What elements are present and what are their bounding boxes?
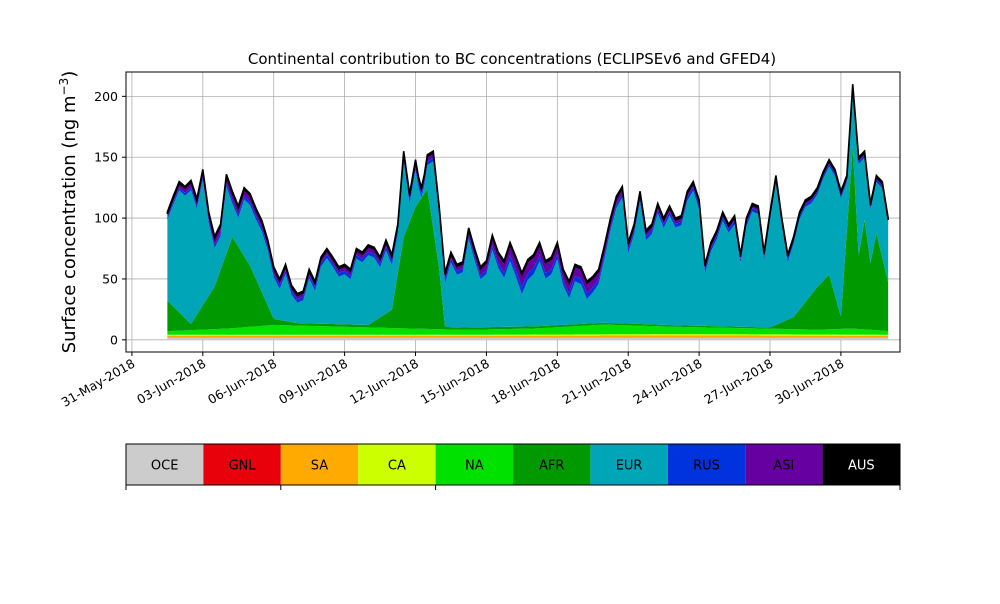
x-tick-label: 18-Jun-2018 [489, 356, 563, 407]
y-tick-label: 150 [94, 150, 118, 165]
y-tick-label: 200 [94, 89, 118, 104]
chart-title: Continental contribution to BC concentra… [248, 50, 776, 68]
x-tick-label: 06-Jun-2018 [205, 356, 279, 407]
stacked-areas [167, 84, 888, 340]
x-tick-label: 09-Jun-2018 [276, 356, 350, 407]
x-tick-label: 24-Jun-2018 [630, 356, 704, 407]
legend-label-rus: RUS [693, 459, 720, 474]
x-tick-label: 31-May-2018 [59, 356, 138, 410]
area-oce [167, 337, 888, 339]
y-tick-label: 50 [102, 271, 118, 286]
x-tick-label: 27-Jun-2018 [701, 356, 775, 407]
legend-label-aus: AUS [848, 459, 875, 474]
legend-label-gnl: GNL [229, 459, 257, 474]
legend-label-afr: AFR [539, 459, 564, 474]
legend-label-sa: SA [311, 459, 328, 474]
y-axis-label: Surface concentration (ng m−3) [57, 71, 80, 354]
legend-label-eur: EUR [616, 459, 643, 474]
y-tick-label: 100 [94, 211, 118, 226]
legend-label-asi: ASI [773, 459, 794, 474]
legend-label-oce: OCE [151, 459, 179, 474]
x-tick-label: 21-Jun-2018 [560, 356, 634, 407]
legend-label-na: NA [465, 459, 484, 474]
x-tick-label: 03-Jun-2018 [134, 356, 208, 407]
x-tick-label: 30-Jun-2018 [772, 356, 846, 407]
legend-label-ca: CA [388, 459, 406, 474]
legend-colorbar: OCE GNL SA CA NA AFR EUR RUS ASI AUS [126, 444, 900, 490]
x-tick-label: 12-Jun-2018 [347, 356, 421, 407]
y-tick-label: 0 [110, 332, 118, 347]
x-tick-label: 15-Jun-2018 [418, 356, 492, 407]
